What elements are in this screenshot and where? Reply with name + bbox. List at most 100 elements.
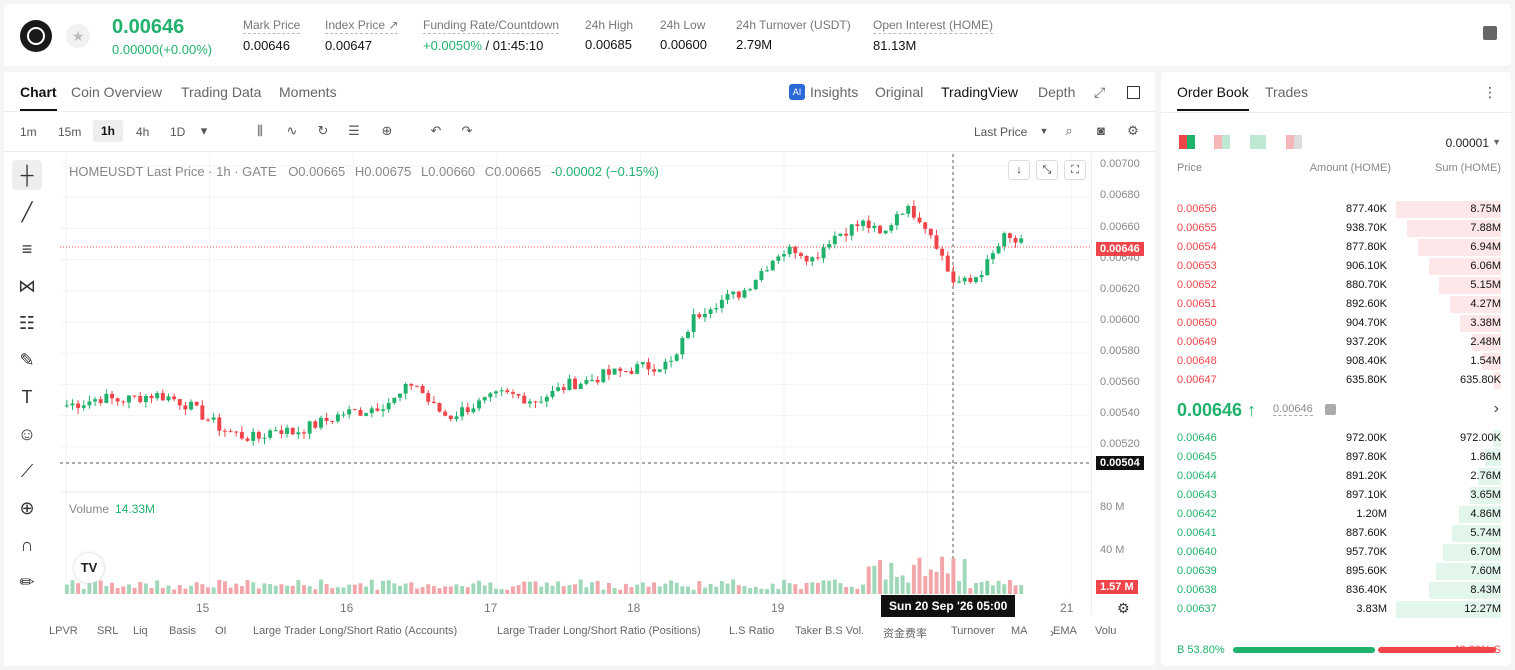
timeframe-4h[interactable]: 4h — [136, 125, 150, 139]
zoom-icon[interactable]: ⊕ — [19, 498, 35, 518]
chevron-right-icon[interactable]: › — [1493, 400, 1499, 417]
crosshair-icon[interactable]: ┼ — [12, 160, 42, 190]
pencil-icon[interactable]: ✏ — [19, 572, 35, 592]
orderbook-row[interactable]: 0.00638 836.40K 8.43M — [1161, 581, 1511, 600]
volume-bar — [76, 583, 81, 594]
view-asks-only-icon[interactable] — [1286, 135, 1302, 149]
orderbook-row[interactable]: 0.00654 877.80K 6.94M — [1161, 238, 1511, 257]
indicator-13[interactable]: Volu — [1095, 625, 1117, 637]
trendline-icon[interactable]: ╱ — [21, 202, 33, 222]
stat-index-price[interactable]: Index Price ↗ 0.00647 — [325, 18, 399, 53]
indicator-2[interactable]: Liq — [133, 625, 148, 637]
maximize-icon[interactable]: ⛶ — [1064, 160, 1086, 180]
tab-original[interactable]: Original — [875, 84, 924, 100]
time-axis[interactable]: 15 16 17 18 19 21 — [60, 597, 1090, 617]
indicator-1[interactable]: SRL — [97, 625, 119, 637]
orderbook-row[interactable]: 0.00637 3.83M 12.27M — [1161, 600, 1511, 619]
orderbook-row[interactable]: 0.00639 895.60K 7.60M — [1161, 562, 1511, 581]
orderbook-row[interactable]: 0.00643 897.10K 3.65M — [1161, 486, 1511, 505]
indicator-7[interactable]: L.S Ratio — [729, 625, 775, 637]
orderbook-row[interactable]: 0.00640 957.70K 6.70M — [1161, 543, 1511, 562]
indicators-icon[interactable]: ∿ — [286, 123, 298, 138]
stat-open-interest[interactable]: Open Interest (HOME) 81.13M — [873, 18, 994, 53]
indicator-8[interactable]: Taker B.S Vol. — [795, 625, 865, 637]
favorite-star-icon[interactable]: ★ — [66, 24, 90, 48]
indicator-12[interactable]: EMA — [1053, 625, 1077, 637]
orderbook-row[interactable]: 0.00641 887.60K 5.74M — [1161, 524, 1511, 543]
price-axis[interactable]: 0.00700 0.00680 0.00660 0.00640 0.00620 … — [1091, 154, 1153, 614]
orderbook-row[interactable]: 0.00653 906.10K 6.06M — [1161, 257, 1511, 276]
window-icon[interactable] — [1127, 86, 1140, 99]
emoji-icon[interactable]: ☺ — [17, 424, 37, 444]
tab-trading-data[interactable]: Trading Data — [181, 84, 262, 100]
indicator-6[interactable]: Large Trader Long/Short Ratio (Positions… — [497, 625, 701, 637]
tab-tradingview[interactable]: TradingView — [941, 84, 1019, 100]
search-icon[interactable]: ⌕ — [1065, 123, 1073, 138]
add-indicator-icon[interactable]: ⊕ — [381, 123, 393, 138]
magnet-icon[interactable]: ∩ — [20, 535, 34, 555]
undo-icon[interactable]: ↶ — [430, 123, 442, 138]
compare-icon[interactable]: ↻ — [317, 123, 329, 138]
template-icon[interactable]: ☰ — [348, 123, 360, 138]
tab-depth[interactable]: Depth — [1038, 84, 1076, 100]
stat-mark-price[interactable]: Mark Price 0.00646 — [243, 18, 301, 53]
indicator-9[interactable]: 资金费率 — [883, 628, 927, 640]
tab-chart[interactable]: Chart — [20, 84, 57, 111]
orderbook-row[interactable]: 0.00644 891.20K 2.76M — [1161, 467, 1511, 486]
collapse-icon[interactable]: ⤡ — [1036, 160, 1058, 180]
orderbook-row[interactable]: 0.00648 908.40K 1.54M — [1161, 352, 1511, 371]
view-both-icon[interactable] — [1179, 135, 1195, 149]
timeframe-1h[interactable]: 1h — [93, 120, 124, 142]
gear-icon[interactable]: ⚙ — [1127, 123, 1139, 138]
orderbook-row[interactable]: 0.00655 938.70K 7.88M — [1161, 219, 1511, 238]
indicator-3[interactable]: Basis — [169, 625, 196, 637]
stat-funding-rate[interactable]: Funding Rate/Countdown +0.0050% / 01:45:1… — [423, 18, 560, 53]
indicator-5[interactable]: Large Trader Long/Short Ratio (Accounts) — [253, 625, 458, 637]
timeframe-1m[interactable]: 1m — [20, 125, 37, 139]
candlestick-chart[interactable] — [60, 154, 1090, 614]
orderbook-row[interactable]: 0.00646 972.00K 972.00K — [1161, 429, 1511, 448]
chevron-down-icon[interactable]: ▼ — [1492, 137, 1501, 147]
tab-order-book[interactable]: Order Book — [1177, 84, 1249, 111]
volume-bar — [448, 586, 453, 594]
indicator-4[interactable]: OI — [215, 625, 227, 637]
price-type-select[interactable]: Last Price — [974, 125, 1028, 139]
redo-icon[interactable]: ↷ — [461, 123, 473, 138]
tab-insights[interactable]: Insights — [810, 84, 859, 100]
chevron-down-icon[interactable]: ▼ — [1039, 126, 1049, 136]
view-bids-icon[interactable] — [1250, 135, 1266, 149]
indicator-11[interactable]: MA — [1011, 625, 1028, 637]
timeframe-15m[interactable]: 15m — [58, 125, 82, 139]
text-icon[interactable]: T — [21, 387, 33, 407]
chevron-down-icon[interactable]: ▾ — [200, 123, 208, 138]
book-icon[interactable] — [1483, 26, 1497, 40]
tab-moments[interactable]: Moments — [279, 84, 337, 100]
orderbook-row[interactable]: 0.00651 892.60K 4.27M — [1161, 295, 1511, 314]
tab-trades[interactable]: Trades — [1265, 84, 1309, 100]
ruler-icon[interactable]: ⟋ — [20, 461, 34, 481]
candle-type-icon[interactable]: ⫼ — [257, 123, 263, 138]
view-asks-icon[interactable] — [1214, 135, 1230, 149]
brush-icon[interactable]: ✎ — [19, 350, 35, 370]
camera-icon[interactable]: ◙ — [1097, 123, 1105, 138]
orderbook-row[interactable]: 0.00650 904.70K 3.38M — [1161, 314, 1511, 333]
timeframe-1d[interactable]: 1D — [170, 125, 186, 139]
expand-icon[interactable]: ⤢ — [1094, 84, 1106, 100]
indicator-10[interactable]: Turnover — [951, 625, 995, 637]
precision-select[interactable]: 0.00001 — [1445, 136, 1489, 150]
fib-icon[interactable]: ☷ — [18, 313, 36, 333]
orderbook-row[interactable]: 0.00652 880.70K 5.15M — [1161, 276, 1511, 295]
orderbook-row[interactable]: 0.00649 937.20K 2.48M — [1161, 333, 1511, 352]
orderbook-row[interactable]: 0.00645 897.80K 1.86M — [1161, 448, 1511, 467]
orderbook-row[interactable]: 0.00647 635.80K 635.80K — [1161, 371, 1511, 390]
orderbook-row[interactable]: 0.00642 1.20M 4.86M — [1161, 505, 1511, 524]
chevron-right-icon[interactable]: › — [1050, 625, 1055, 640]
pattern-icon[interactable]: ⋈ — [18, 276, 36, 296]
orderbook-row[interactable]: 0.00656 877.40K 8.75M — [1161, 200, 1511, 219]
arrow-down-icon[interactable]: ↓ — [1008, 160, 1030, 180]
indicator-0[interactable]: LPVR — [49, 625, 78, 637]
horizontal-lines-icon[interactable]: ≡ — [21, 239, 33, 259]
more-icon[interactable]: ⋮ — [1483, 84, 1497, 100]
settings-icon[interactable]: ⚙ — [1117, 600, 1130, 616]
tab-coin-overview[interactable]: Coin Overview — [71, 84, 163, 100]
